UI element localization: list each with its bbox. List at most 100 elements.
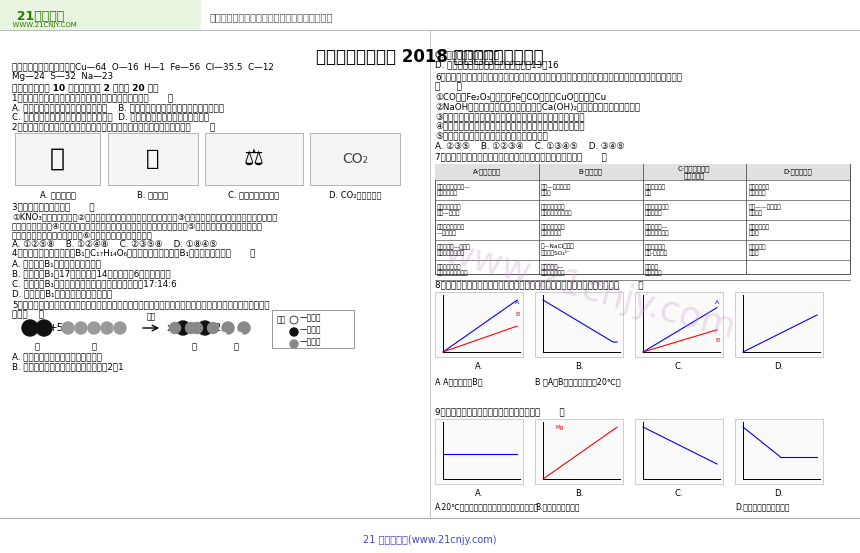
Text: 8、下列分别是某三种物质溶解度曲线及相关实验的叙述，下列判断正确的是（       ）: 8、下列分别是某三种物质溶解度曲线及相关实验的叙述，下列判断正确的是（ ） — [435, 280, 643, 289]
Bar — [435, 419, 523, 484]
Text: 点燃: 点燃 — [146, 312, 156, 321]
Circle shape — [290, 340, 298, 348]
Text: 可能用到的相对原子质量：Cu—64  O—16  H—1  Fe—56  Cl—35.5  C—12: 可能用到的相对原子质量：Cu—64 O—16 H—1 Fe—56 Cl—35.5… — [12, 62, 273, 71]
Circle shape — [88, 322, 100, 334]
Text: D. CO₂的性质实验: D. CO₂的性质实验 — [329, 190, 381, 199]
Bar — [0, 0, 200, 30]
Text: 活性炭净水—
利用其强吸附性: 活性炭净水— 利用其强吸附性 — [644, 224, 669, 236]
Text: 9、下列图像能正确反映对应变化关系的是（       ）: 9、下列图像能正确反映对应变化关系的是（ ） — [435, 407, 565, 416]
Text: A·化学与生活: A·化学与生活 — [473, 169, 501, 175]
Text: A. ①②⑤⑧    B. ①②④⑧    C. ②③⑤⑧    D. ①⑧④⑤: A. ①②⑤⑧ B. ①②④⑧ C. ②③⑤⑧ D. ①⑧④⑤ — [12, 240, 218, 249]
Text: B.: B. — [574, 489, 583, 498]
Text: B. 生成的丙、丁两物质的分子个数比为2：1: B. 生成的丙、丁两物质的分子个数比为2：1 — [12, 362, 124, 371]
Text: ⚖: ⚖ — [244, 149, 264, 169]
Circle shape — [36, 320, 52, 336]
Text: B: B — [715, 338, 719, 343]
Text: C. 该反应属于复分解反应: C. 该反应属于复分解反应 — [435, 50, 499, 59]
Text: 21世纪教育: 21世纪教育 — [8, 10, 64, 23]
Text: 2、规范的实验操作是获得实验成功的重要保证，下列实验操作中正确的是（       ）: 2、规范的实验操作是获得实验成功的重要保证，下列实验操作中正确的是（ ） — [12, 122, 215, 131]
Text: D.: D. — [775, 489, 783, 498]
Text: 食品中加入适量
食盐—调味剂: 食品中加入适量 食盐—调味剂 — [437, 204, 462, 216]
Bar — [735, 292, 823, 357]
Text: A.20℃时，向一定量的铜粉，待等质量的铁片: A.20℃时，向一定量的铜粉，待等质量的铁片 — [435, 502, 539, 511]
Text: C.: C. — [675, 362, 683, 371]
Text: 🔬: 🔬 — [146, 149, 160, 169]
Bar — [435, 164, 850, 274]
Circle shape — [238, 322, 250, 334]
Text: 合金的纯金属高；④可用氢氧化钠来除去炉具上的油污，也可治疗胃酸过多；⑤干冰灭火既能降温，又能隔绝: 合金的纯金属高；④可用氢氧化钠来除去炉具上的油污，也可治疗胃酸过多；⑤干冰灭火既… — [12, 221, 263, 230]
Text: A.: A. — [475, 362, 483, 371]
Circle shape — [222, 322, 234, 334]
Text: ④中和反应生成盐和水，但生成盐和水的反应不一定是中和反应: ④中和反应生成盐和水，但生成盐和水的反应不一定是中和反应 — [435, 122, 585, 131]
Text: 减少使用一次性
材料，如一次性筷子: 减少使用一次性 材料，如一次性筷子 — [437, 264, 469, 276]
Bar — [435, 164, 850, 180]
Text: A. 闻气体气味: A. 闻气体气味 — [40, 190, 76, 199]
Text: B·物质分类: B·物质分类 — [579, 169, 603, 175]
Circle shape — [114, 322, 126, 334]
Text: A: A — [715, 300, 719, 305]
Text: 乙: 乙 — [91, 342, 96, 351]
Text: 活性炭净水—
利用其强吸附性: 活性炭净水— 利用其强吸附性 — [541, 264, 565, 276]
Circle shape — [75, 322, 87, 334]
Circle shape — [290, 316, 298, 324]
Text: A.: A. — [475, 489, 483, 498]
Text: Mg—24  S—32  Na—23: Mg—24 S—32 Na—23 — [12, 72, 114, 81]
Text: 干冰用于人工
降雨-物理变化: 干冰用于人工 降雨-物理变化 — [644, 244, 667, 256]
Text: D. 参加反应的甲、乙两物质的质量比为13：16: D. 参加反应的甲、乙两物质的质量比为13：16 — [435, 60, 558, 69]
Bar — [310, 133, 400, 185]
Text: C. 黄曲霉素B₁中碳元素、氢元素和氧元素的质量比是17:14:6: C. 黄曲霉素B₁中碳元素、氢元素和氧元素的质量比是17:14:6 — [12, 279, 176, 288]
Text: 一定含有多
种元素: 一定含有多 种元素 — [748, 244, 765, 256]
Text: 液化石油气—沼气、
天然气的主要成分: 液化石油气—沼气、 天然气的主要成分 — [437, 244, 471, 256]
Text: ①CO能与Fe₂O₃反应生成Fe，CO也能与CuO反应生成Cu: ①CO能与Fe₂O₃反应生成Fe，CO也能与CuO反应生成Cu — [435, 92, 606, 101]
Text: 减少使用一次性
材料，如一次性筷子: 减少使用一次性 材料，如一次性筷子 — [541, 204, 572, 216]
Text: 1、下日常生活中发生的下列变化，都属于化学变化的是（       ）: 1、下日常生活中发生的下列变化，都属于化学变化的是（ ） — [12, 93, 173, 102]
Circle shape — [198, 321, 212, 335]
Text: （      ）: （ ） — [435, 82, 462, 91]
Text: D.向盛有少量二氧化锰的: D.向盛有少量二氧化锰的 — [735, 502, 789, 511]
Circle shape — [290, 328, 298, 336]
Text: 中国最大型、最专业的中小学教育资源门户网站: 中国最大型、最专业的中小学教育资源门户网站 — [210, 12, 334, 22]
Text: B. 黄曲霉素B₁由17个碳原子、14个氢原子和6个氧原子构成: B. 黄曲霉素B₁由17个碳原子、14个氢原子和6个氧原子构成 — [12, 269, 171, 278]
Bar — [15, 133, 100, 185]
Text: www.21cnjy.com: www.21cnjy.com — [440, 234, 740, 345]
Text: 一定含有有机
化合物: 一定含有有机 化合物 — [748, 224, 769, 236]
Circle shape — [22, 320, 38, 336]
Text: 用铝箔纸包装食品
—防潮防腐: 用铝箔纸包装食品 —防潮防腐 — [437, 224, 465, 236]
Text: 启门、道路多
植树: 启门、道路多 植树 — [644, 184, 666, 196]
Bar — [635, 419, 723, 484]
Text: C·实验现象及和
相应的原因: C·实验现象及和 相应的原因 — [679, 165, 710, 179]
Text: 👤: 👤 — [50, 147, 64, 171]
Text: 4、地沟油中含有黄曲霉素B₁（C₁₇H₁₄O₆），下列关于黄曲霉素B₁的说法正确的是（       ）: 4、地沟油中含有黄曲霉素B₁（C₁₇H₁₄O₆），下列关于黄曲霉素B₁的说法正确… — [12, 248, 255, 257]
Text: C. 菜刀生锈、工业上从空气中分离出氧气  D. 将铁矿石炼成生铁、植物光合作用: C. 菜刀生锈、工业上从空气中分离出氧气 D. 将铁矿石炼成生铁、植物光合作用 — [12, 112, 209, 121]
Text: 合金—均一稳定的
混合物: 合金—均一稳定的 混合物 — [541, 184, 571, 196]
Text: ②NaOH溶液能使无色酚酞试液变红色，Ca(OH)₂也能使无色酚酞试液变红色: ②NaOH溶液能使无色酚酞试液变红色，Ca(OH)₂也能使无色酚酞试液变红色 — [435, 102, 640, 111]
Text: 5、宏观辨识与微观探析是化学学科的重要核心素养。如图为某化学反应的微观模拟示意图，下列说法中，正确: 5、宏观辨识与微观探析是化学学科的重要核心素养。如图为某化学反应的微观模拟示意图… — [12, 300, 270, 309]
Text: B 将A和B的饱和溶液降到20℃时: B 将A和B的饱和溶液降到20℃时 — [535, 377, 621, 386]
Text: ③有机化合物含碳元素，则含碳元素的化合物一定是有机化合物: ③有机化合物含碳元素，则含碳元素的化合物一定是有机化合物 — [435, 112, 585, 121]
Text: WWW.21CNJY.COM: WWW.21CNJY.COM — [8, 22, 77, 28]
Text: —氧原子: —氧原子 — [300, 337, 322, 347]
Circle shape — [186, 322, 196, 333]
Text: 酸溶液显酸性，
碱溶液显碱性: 酸溶液显酸性， 碱溶液显碱性 — [541, 224, 565, 236]
Text: —氢原子: —氢原子 — [300, 314, 322, 322]
Bar — [535, 419, 623, 484]
Text: 7、掌握化学学习常用的方法，下列选项中归纳完全正确的是（       ）: 7、掌握化学学习常用的方法，下列选项中归纳完全正确的是（ ） — [435, 152, 607, 161]
Text: ⑤酸的溶液显酸性，但显酸性的溶液不一定是酸: ⑤酸的溶液显酸性，但显酸性的溶液不一定是酸 — [435, 132, 548, 141]
Text: 21 世纪教育网(www.21cnjy.com): 21 世纪教育网(www.21cnjy.com) — [363, 535, 497, 545]
Text: 提倡使用共享单车—
低碳出行方式: 提倡使用共享单车— 低碳出行方式 — [437, 184, 471, 196]
Circle shape — [219, 332, 227, 340]
Bar — [272, 310, 354, 348]
Text: D.: D. — [775, 362, 783, 371]
Bar — [108, 133, 198, 185]
Text: 合金——一定含有
金属材料: 合金——一定含有 金属材料 — [748, 204, 781, 216]
Text: —碳原子: —碳原子 — [300, 326, 322, 335]
Text: D·物质经济学: D·物质经济学 — [783, 169, 813, 175]
Text: 一定含有
有机化合物: 一定含有 有机化合物 — [644, 264, 662, 276]
Text: 门口减少一次
性材料使用: 门口减少一次 性材料使用 — [748, 184, 769, 196]
Text: +2: +2 — [207, 323, 223, 333]
Circle shape — [207, 322, 218, 333]
Text: D. 黄曲霉素B₁中氢元素的质量分数最小: D. 黄曲霉素B₁中氢元素的质量分数最小 — [12, 289, 113, 298]
Text: A. 黄曲霉素B₁是有机高分子化合物: A. 黄曲霉素B₁是有机高分子化合物 — [12, 259, 101, 268]
Bar — [535, 292, 623, 357]
Text: 6、类推是一种重要的学习方法，但如果不具体问题具体分析就会产生错误的结论。下列类推结论错误的是: 6、类推是一种重要的学习方法，但如果不具体问题具体分析就会产生错误的结论。下列类… — [435, 72, 682, 81]
